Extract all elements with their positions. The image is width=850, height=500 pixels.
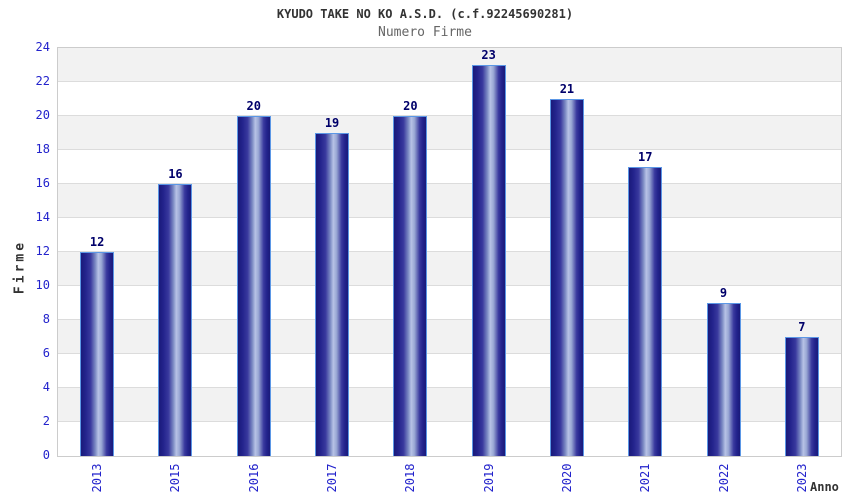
x-tick-label: 2016	[246, 463, 261, 493]
bar-2019	[471, 65, 506, 456]
x-tick-label: 2018	[403, 463, 418, 493]
bar-value-label: 17	[638, 150, 653, 164]
gridline	[58, 251, 841, 252]
y-tick-label: 14	[35, 210, 50, 224]
x-tick-label: 2020	[559, 463, 574, 493]
x-tick-label: 2015	[168, 463, 183, 493]
chart-subtitle: Numero Firme	[378, 25, 472, 40]
gridline	[58, 81, 841, 82]
y-tick-label: 22	[35, 74, 50, 88]
plot-area: 12 16 20 19 20 23 21 17 9 7	[57, 47, 842, 457]
bar-value-label: 20	[246, 99, 261, 113]
plot-band	[58, 116, 841, 150]
plot-band	[58, 48, 841, 82]
y-tick-label: 2	[42, 414, 50, 428]
gridline	[58, 353, 841, 354]
bar-value-label: 19	[324, 116, 340, 130]
bar-2023	[784, 337, 819, 456]
bar-2013	[80, 252, 115, 456]
y-tick-label: 10	[35, 278, 50, 292]
y-tick-label: 20	[35, 108, 50, 122]
y-tick-label: 24	[35, 40, 50, 54]
y-tick-label: 0	[42, 448, 50, 462]
chart-title: KYUDO TAKE NO KO A.S.D. (c.f.92245690281…	[276, 7, 574, 21]
y-tick-label: 18	[35, 142, 50, 156]
bar-value-label: 23	[481, 48, 496, 62]
gridline	[58, 115, 841, 116]
gridline	[58, 149, 841, 150]
x-tick-label: 2013	[90, 463, 105, 493]
y-tick-label: 12	[35, 244, 50, 258]
bar-2016	[236, 116, 271, 456]
y-tick-label: 4	[42, 380, 50, 394]
x-tick-label: 2022	[716, 463, 731, 493]
x-tick-label: 2017	[325, 463, 340, 493]
gridline	[58, 421, 841, 422]
bar-2015	[158, 184, 193, 456]
gridline	[58, 387, 841, 388]
bar-value-label: 16	[168, 167, 183, 181]
gridline	[58, 285, 841, 286]
y-tick-label: 8	[42, 312, 50, 326]
bar-value-label: 7	[798, 320, 806, 334]
gridline	[58, 183, 841, 184]
bar-value-label: 9	[719, 286, 728, 300]
x-axis-label: Anno	[810, 480, 839, 494]
x-tick-label: 2019	[481, 463, 496, 493]
bar-value-label: 12	[89, 235, 105, 249]
gridline	[58, 319, 841, 320]
y-tick-label: 6	[42, 346, 50, 360]
gridline	[58, 217, 841, 218]
bar-value-label: 20	[403, 99, 418, 113]
bar-2018	[393, 116, 428, 456]
x-tick-label: 2023	[794, 463, 809, 493]
bar-2017	[315, 133, 350, 456]
bar-2020	[549, 99, 584, 456]
bar-2022	[706, 303, 741, 456]
x-tick-label: 2021	[638, 463, 653, 493]
bar-2021	[628, 167, 663, 456]
y-tick-label: 16	[35, 176, 50, 190]
bar-value-label: 21	[559, 82, 575, 96]
